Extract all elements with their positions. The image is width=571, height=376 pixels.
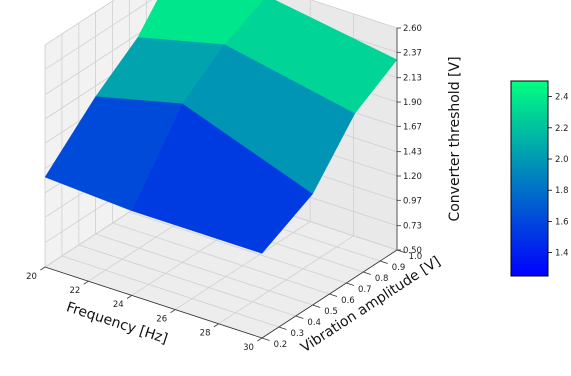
x-tick [83, 280, 89, 285]
surface-face [131, 103, 313, 254]
colorbar-tick-label: 1.4 [555, 249, 569, 259]
colorbar-tick-label: 1.8 [555, 186, 569, 196]
y-tick-label: 0.5 [324, 307, 338, 317]
y-tick-label: 0.9 [392, 263, 406, 273]
z-tick-label: 2.37 [403, 48, 422, 58]
y-tick [329, 293, 338, 297]
x-tick-label: 28 [200, 329, 211, 339]
x-tick-label: 22 [69, 286, 80, 296]
y-tick [312, 304, 321, 308]
colorbar-tick-label: 1.6 [555, 217, 569, 227]
x-tick [126, 295, 133, 299]
y-tick [295, 315, 304, 319]
y-tick [396, 249, 405, 253]
colorbar-tick-label: 2.2 [555, 124, 569, 134]
colorbar-tick-label: 2.0 [555, 155, 569, 165]
y-tick-label: 0.6 [341, 296, 355, 306]
colorbar-bar [510, 80, 549, 277]
colorbar: 1.4 1.6 1.8 2.0 2.2 2.4 [510, 80, 569, 277]
y-tick-label: 0.4 [307, 318, 321, 328]
x-tick-label: 20 [26, 272, 37, 282]
z-tick-label: 0.50 [403, 246, 422, 256]
x-tick-label: 26 [156, 314, 167, 324]
x-tick [170, 309, 176, 314]
x-tick [257, 337, 263, 342]
surface [44, 0, 398, 254]
colorbar-tick-label: 2.4 [555, 93, 569, 103]
x-tick [40, 266, 46, 271]
x-tick [213, 323, 219, 328]
y-tick [380, 260, 388, 264]
z-tick-label: 1.43 [403, 148, 422, 158]
y-tick [346, 282, 355, 286]
z-axis-label: Converter threshold [V] [447, 56, 463, 221]
x-axis-line [44, 266, 263, 339]
x-tick-label: 24 [113, 300, 124, 310]
z-tick-label: 0.73 [403, 222, 422, 232]
z-tick-label: 1.90 [403, 98, 422, 108]
y-tick [278, 326, 287, 330]
y-tick-label: 0.3 [291, 329, 305, 339]
z-tick-label: 0.97 [403, 196, 422, 206]
y-tick [363, 271, 371, 275]
y-tick-label: 0.2 [274, 340, 288, 350]
y-tick-label: 0.7 [358, 285, 372, 295]
x-tick-label: 30 [243, 343, 254, 353]
y-tick-label: 1.0 [409, 252, 423, 262]
grid-line-z [44, 0, 398, 46]
y-tick [261, 337, 270, 341]
z-tick-label: 1.20 [403, 172, 422, 182]
z-tick-label: 2.13 [403, 74, 422, 84]
z-tick-label: 1.67 [403, 122, 422, 132]
y-tick-label: 0.8 [375, 274, 389, 284]
z-tick-label: 2.60 [403, 24, 422, 34]
